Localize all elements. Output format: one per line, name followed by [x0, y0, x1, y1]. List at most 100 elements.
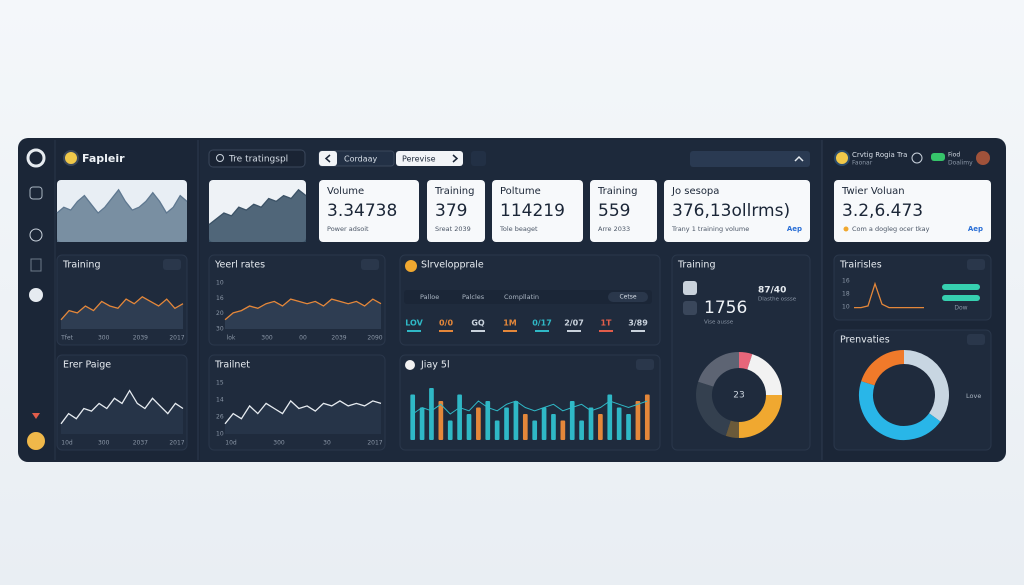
- button[interactable]: [608, 292, 648, 302]
- x-label: 2039: [331, 335, 346, 342]
- chevron: [452, 154, 459, 163]
- panel-button[interactable]: [636, 359, 654, 370]
- bar: [532, 420, 538, 440]
- line: [854, 281, 924, 309]
- bar: [626, 414, 631, 440]
- donut-segment: [746, 354, 782, 396]
- brand-icon: [63, 150, 79, 166]
- legend-bar: [942, 284, 980, 290]
- card-note: Com a dogleg ocer tkay: [852, 225, 930, 233]
- donut-segment: [696, 381, 732, 436]
- panel-title: Training: [62, 260, 101, 271]
- panel-icon: [405, 360, 415, 370]
- panel-title: Yeerl rates: [214, 260, 265, 271]
- panel: [833, 254, 992, 321]
- bar: [429, 388, 434, 440]
- x-label: 300: [261, 335, 273, 342]
- x-label: 2039: [133, 335, 148, 342]
- card-title: Training: [434, 186, 474, 197]
- avatar[interactable]: [976, 151, 990, 165]
- donut-segment: [725, 420, 740, 438]
- bar: [447, 420, 453, 440]
- card-value: 3.2,6.473: [842, 201, 923, 221]
- stat-card[interactable]: [319, 180, 419, 242]
- bar: [607, 394, 613, 440]
- donut-segment: [738, 394, 782, 438]
- bar: [569, 401, 575, 440]
- panel-button[interactable]: [163, 259, 181, 270]
- stat-underline: [567, 330, 581, 332]
- legend-label: Love: [966, 392, 981, 400]
- x-label: 2090: [367, 335, 382, 342]
- card-title: Training: [597, 186, 637, 197]
- stat-card[interactable]: [664, 180, 810, 242]
- bar: [598, 414, 603, 440]
- y-label: 30: [216, 326, 224, 333]
- stat-underline: [471, 330, 485, 332]
- y-label: 16: [842, 278, 850, 285]
- panel-button[interactable]: [967, 259, 985, 270]
- area: [209, 189, 306, 242]
- card-note: Tole beaget: [499, 225, 538, 233]
- stat: 87/40: [758, 286, 786, 296]
- panel-button[interactable]: [361, 259, 379, 270]
- stat-card[interactable]: [590, 180, 657, 242]
- x-label: 300: [98, 440, 110, 447]
- logo[interactable]: [26, 148, 46, 168]
- stat-card[interactable]: [834, 180, 991, 242]
- bar: [419, 407, 425, 440]
- area: [61, 390, 183, 434]
- nav-icon[interactable]: [30, 258, 42, 272]
- tab-label[interactable]: Cordaay: [344, 155, 378, 164]
- stat-underline: [503, 330, 517, 332]
- filter-bar: [404, 290, 652, 304]
- panel-button[interactable]: [967, 334, 985, 345]
- y-label: 20: [216, 310, 224, 317]
- bar: [522, 414, 528, 440]
- card-value: 559: [598, 201, 630, 221]
- stat: 2/07: [564, 319, 584, 328]
- bar: [504, 407, 509, 440]
- alert-icon[interactable]: [32, 413, 40, 419]
- search-box[interactable]: [208, 149, 306, 168]
- icon[interactable]: [911, 152, 923, 164]
- area: [225, 299, 381, 329]
- avatar[interactable]: [27, 432, 45, 450]
- icon-button[interactable]: [471, 151, 486, 166]
- stat-underline: [439, 330, 453, 332]
- donut-segment: [738, 352, 753, 370]
- nav-icon[interactable]: [29, 228, 43, 242]
- line: [208, 188, 307, 226]
- stat-card[interactable]: [427, 180, 485, 242]
- stat-note: Dlasthe ossse: [758, 297, 797, 303]
- tab-label[interactable]: Perevise: [402, 155, 436, 164]
- panel-title: Jiay 5l: [420, 360, 450, 371]
- bar: [410, 394, 416, 440]
- status: Fiod: [948, 152, 960, 159]
- stat-card[interactable]: [492, 180, 583, 242]
- stat: GQ: [471, 319, 485, 328]
- y-label: 10: [216, 280, 224, 287]
- stat: 3/89: [628, 319, 648, 328]
- nav-icon[interactable]: [29, 186, 43, 200]
- dropdown[interactable]: [690, 151, 810, 167]
- line: [224, 399, 382, 425]
- panel-title: Slrvelopprale: [421, 260, 484, 271]
- user-avatar[interactable]: [834, 150, 850, 166]
- x-label: 10d: [225, 440, 237, 447]
- area: [225, 400, 381, 434]
- nav-icon[interactable]: [29, 288, 43, 302]
- legend-bar: [942, 295, 980, 301]
- tab[interactable]: [396, 151, 463, 166]
- bar: [494, 420, 500, 440]
- tab-arrow[interactable]: [319, 151, 337, 166]
- panel-title: Erer Paige: [63, 360, 111, 371]
- card-value: 379: [435, 201, 467, 221]
- x-label: 300: [273, 440, 285, 447]
- x-label: 2017: [169, 335, 184, 342]
- search-icon: [216, 154, 224, 162]
- stat-underline: [631, 330, 645, 332]
- bar: [438, 401, 444, 440]
- y-label: 15: [216, 380, 224, 387]
